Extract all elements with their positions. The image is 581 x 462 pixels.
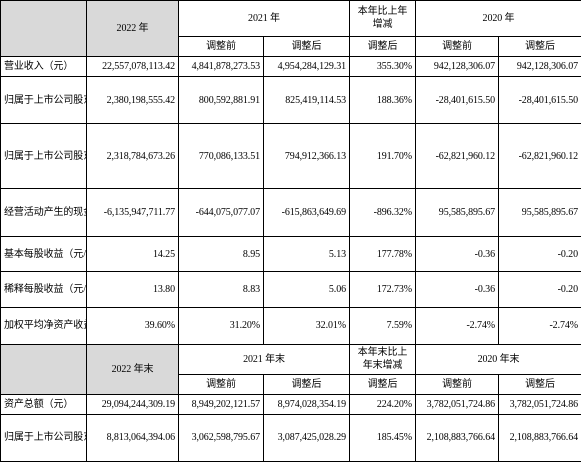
header-2020-before: 调整前 xyxy=(415,373,499,396)
cell-2021-before: 800,592,881.91 xyxy=(178,75,264,125)
row-label: 归属于上市公司股东的扣除非经常性损益的净利润（元） xyxy=(0,123,87,189)
row-label: 加权平均净资产收益率 xyxy=(0,306,87,345)
cell-2022: 13.80 xyxy=(86,271,179,308)
table-row: 稀释每股收益（元/股） 13.80 8.83 5.06 172.73% -0.3… xyxy=(0,271,581,308)
cell-2020-before: -28,401,615.50 xyxy=(415,75,499,125)
cell-2021-after: 3,087,425,028.29 xyxy=(263,413,350,462)
row-label: 经营活动产生的现金流量净额（元） xyxy=(0,187,87,238)
cell-change: 7.59% xyxy=(349,306,416,345)
cell-change: 185.45% xyxy=(349,413,416,462)
cell-2021-before: 8.95 xyxy=(178,236,264,272)
cell-change: 172.73% xyxy=(349,271,416,308)
cell-2020-after: -62,821,960.12 xyxy=(498,123,581,189)
cell-2021-after: 5.06 xyxy=(263,271,350,308)
cell-2020-before: -0.36 xyxy=(415,271,499,308)
row-label: 基本每股收益（元/股） xyxy=(0,236,87,272)
cell-2021-before: 8,949,202,121.57 xyxy=(178,394,264,415)
header-2020-end: 2020 年末 xyxy=(415,343,581,375)
header-corner-cell xyxy=(0,0,87,58)
cell-2020-after: -28,401,615.50 xyxy=(498,75,581,125)
cell-change: 191.70% xyxy=(349,123,416,189)
header-change-after: 调整后 xyxy=(349,35,416,58)
cell-2021-before: -644,075,077.07 xyxy=(178,187,264,238)
cell-2020-before: -62,821,960.12 xyxy=(415,123,499,189)
table-row: 归属于上市公司股东的扣除非经常性损益的净利润（元） 2,318,784,673.… xyxy=(0,123,581,189)
cell-2020-after: -0.20 xyxy=(498,236,581,272)
cell-2021-after: 5.13 xyxy=(263,236,350,272)
cell-2020-before: 95,585,895.67 xyxy=(415,187,499,238)
header-row-years-end: 2022 年末 2021 年末 本年末比上年末增减 2020 年末 xyxy=(0,343,581,396)
cell-2021-after: 32.01% xyxy=(263,306,350,345)
table-row: 归属于上市公司股东的净资产（元） 8,813,064,394.06 3,062,… xyxy=(0,413,581,462)
cell-2022: 2,380,198,555.42 xyxy=(86,75,179,125)
cell-2021-after: 794,912,366.13 xyxy=(263,123,350,189)
header-change-end: 本年末比上年末增减 xyxy=(349,343,416,375)
row-label: 营业收入（元） xyxy=(0,56,87,77)
cell-2021-before: 4,841,878,273.53 xyxy=(178,56,264,77)
cell-2021-after: 4,954,284,129.31 xyxy=(263,56,350,77)
cell-2020-before: -0.36 xyxy=(415,236,499,272)
header-2021-end: 2021 年末 xyxy=(178,343,350,375)
table-row: 资产总额（元） 29,094,244,309.19 8,949,202,121.… xyxy=(0,394,581,415)
row-label: 资产总额（元） xyxy=(0,394,87,415)
cell-2021-after: -615,863,649.69 xyxy=(263,187,350,238)
cell-2022: 14.25 xyxy=(86,236,179,272)
cell-2022: 8,813,064,394.06 xyxy=(86,413,179,462)
table-row: 基本每股收益（元/股） 14.25 8.95 5.13 177.78% -0.3… xyxy=(0,236,581,272)
cell-2020-before: 3,782,051,724.86 xyxy=(415,394,499,415)
table-row: 归属于上市公司股东的净利润（元） 2,380,198,555.42 800,59… xyxy=(0,75,581,125)
row-label: 稀释每股收益（元/股） xyxy=(0,271,87,308)
cell-2021-before: 31.20% xyxy=(178,306,264,345)
cell-2021-after: 8,974,028,354.19 xyxy=(263,394,350,415)
header-2020-after: 调整后 xyxy=(498,373,581,396)
cell-change: -896.32% xyxy=(349,187,416,238)
header-2020-before: 调整前 xyxy=(415,35,499,58)
header-row-adjust-end: 调整前 调整后 调整后 调整前 调整后 xyxy=(1,373,581,396)
header-row-years: 2022 年 2021 年 本年比上年增减 2020 年 xyxy=(0,0,581,58)
cell-2020-after: -2.74% xyxy=(498,306,581,345)
cell-2021-before: 3,062,598,795.67 xyxy=(178,413,264,462)
cell-2021-after: 825,419,114.53 xyxy=(263,75,350,125)
header-2022: 2022 年 xyxy=(86,0,179,58)
header-2020: 2020 年 xyxy=(415,0,581,37)
header-row-adjust: 调整前 调整后 调整后 调整前 调整后 xyxy=(1,35,581,58)
cell-2020-after: 95,585,895.67 xyxy=(498,187,581,238)
header-2021: 2021 年 xyxy=(178,0,350,37)
header-2020-after: 调整后 xyxy=(498,35,581,58)
cell-2020-before: 942,128,306.07 xyxy=(415,56,499,77)
table-row: 营业收入（元） 22,557,078,113.42 4,841,878,273.… xyxy=(0,56,581,77)
header-2021-after: 调整后 xyxy=(263,35,350,58)
cell-2021-before: 770,086,133.51 xyxy=(178,123,264,189)
cell-2022: 2,318,784,673.26 xyxy=(86,123,179,189)
table-row: 加权平均净资产收益率 39.60% 31.20% 32.01% 7.59% -2… xyxy=(0,306,581,345)
header-change: 本年比上年增减 xyxy=(349,0,416,37)
cell-2022: 39.60% xyxy=(86,306,179,345)
row-label: 归属于上市公司股东的净资产（元） xyxy=(0,413,87,462)
header-corner-cell xyxy=(0,343,87,396)
cell-2020-after: -0.20 xyxy=(498,271,581,308)
cell-change: 177.78% xyxy=(349,236,416,272)
table-row: 经营活动产生的现金流量净额（元） -6,135,947,711.77 -644,… xyxy=(0,187,581,238)
cell-2021-before: 8.83 xyxy=(178,271,264,308)
header-2021-before: 调整前 xyxy=(178,35,264,58)
cell-2020-before: 2,108,883,766.64 xyxy=(415,413,499,462)
header-2021-before: 调整前 xyxy=(178,373,264,396)
cell-2020-after: 3,782,051,724.86 xyxy=(498,394,581,415)
cell-change: 355.30% xyxy=(349,56,416,77)
cell-2022: -6,135,947,711.77 xyxy=(86,187,179,238)
cell-2020-after: 942,128,306.07 xyxy=(498,56,581,77)
header-2022-end: 2022 年末 xyxy=(86,343,179,396)
row-label: 归属于上市公司股东的净利润（元） xyxy=(0,75,87,125)
cell-2020-before: -2.74% xyxy=(415,306,499,345)
cell-2022: 29,094,244,309.19 xyxy=(86,394,179,415)
cell-2022: 22,557,078,113.42 xyxy=(86,56,179,77)
cell-change: 224.20% xyxy=(349,394,416,415)
header-change-after: 调整后 xyxy=(349,373,416,396)
header-2021-after: 调整后 xyxy=(263,373,350,396)
cell-2020-after: 2,108,883,766.64 xyxy=(498,413,581,462)
cell-change: 188.36% xyxy=(349,75,416,125)
